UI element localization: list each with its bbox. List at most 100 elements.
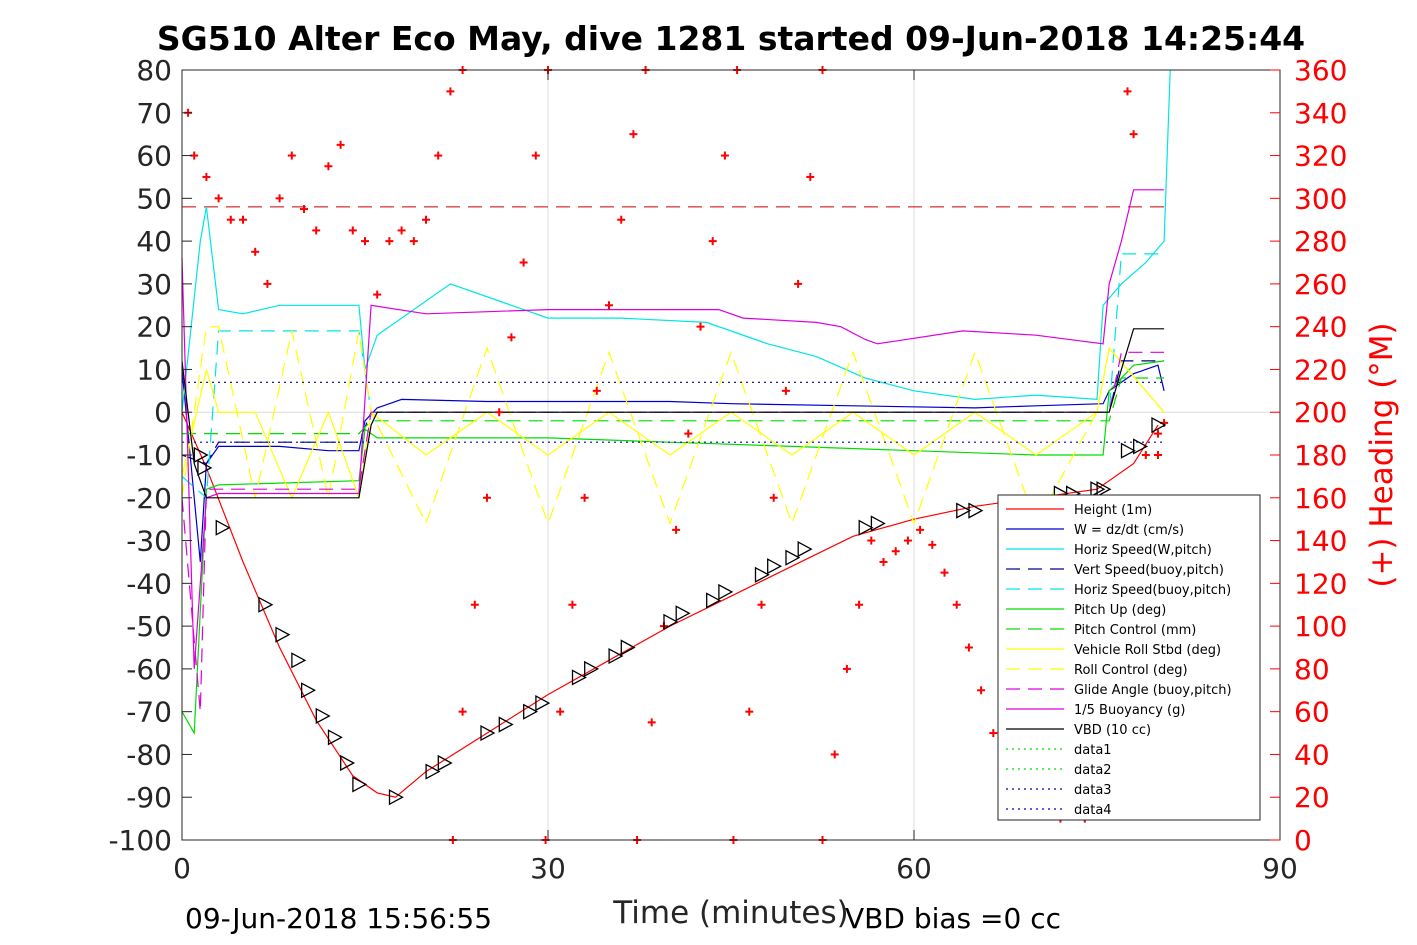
y-tick-label: 0: [154, 396, 172, 429]
y-right-tick-label: 120: [1294, 567, 1347, 600]
heading-point: [769, 493, 778, 502]
legend-label: Height (1m): [1074, 503, 1152, 518]
heading-point: [531, 151, 540, 160]
y-right-tick-label: 340: [1294, 97, 1347, 130]
depth-marker: [797, 541, 813, 558]
footer-timestamp: 09-Jun-2018 15:56:55: [185, 902, 492, 935]
heading-point: [708, 237, 717, 246]
heading-point: [617, 215, 626, 224]
depth-marker: [858, 519, 874, 536]
heading-point: [672, 525, 681, 534]
heading-point: [1123, 87, 1132, 96]
heading-point: [324, 162, 333, 171]
depth-marker: [498, 716, 514, 733]
heading-point: [446, 87, 455, 96]
legend-label: Pitch Control (mm): [1074, 623, 1196, 638]
depth-marker: [315, 707, 331, 725]
y-right-tick-label: 300: [1294, 182, 1347, 215]
depth-marker: [437, 754, 453, 772]
heading-point: [684, 429, 693, 438]
heading-point: [251, 247, 260, 256]
y-tick-label: 30: [136, 268, 172, 301]
series-line-7: [181, 346, 1165, 500]
heading-point: [830, 750, 839, 759]
heading-point: [879, 557, 888, 566]
heading-point: [556, 707, 565, 716]
heading-point: [592, 386, 601, 395]
chart-title: SG510 Alter Eco May, dive 1281 started 0…: [157, 19, 1305, 58]
heading-point: [422, 215, 430, 224]
y-tick-label: 10: [136, 353, 172, 386]
y-right-tick-label: 320: [1294, 140, 1347, 173]
heading-point: [928, 540, 937, 549]
legend-label: data4: [1074, 803, 1112, 818]
heading-point: [977, 686, 986, 695]
legend-label: Pitch Up (deg): [1074, 603, 1166, 618]
y-right-tick-label: 280: [1294, 225, 1347, 258]
y-tick-label: -100: [108, 824, 172, 857]
heading-point: [226, 215, 235, 224]
depth-marker: [1151, 416, 1167, 434]
y-tick-label: -70: [126, 696, 172, 729]
legend-label: data1: [1074, 743, 1112, 758]
heading-point: [397, 226, 406, 235]
heading-point: [336, 140, 345, 149]
y-tick-label: -60: [126, 653, 172, 686]
heading-point: [867, 536, 876, 545]
depth-marker: [388, 789, 404, 806]
heading-point: [757, 600, 766, 609]
depth-marker: [215, 519, 231, 536]
heading-point: [720, 151, 729, 160]
heading-point: [696, 322, 705, 331]
heading-point: [312, 226, 321, 235]
heading-point: [580, 493, 589, 502]
y-tick-label: -90: [126, 781, 172, 814]
legend-label: W = dz/dt (cm/s): [1074, 523, 1184, 538]
heading-point: [239, 215, 247, 224]
x-tick-label: 90: [1262, 852, 1298, 885]
heading-point: [745, 707, 754, 716]
series-line-1: [181, 364, 1165, 562]
depth-marker: [275, 626, 291, 643]
x-axis-label: Time (minutes): [612, 895, 848, 931]
series-line-2: [181, 69, 1171, 413]
depth-markers: [193, 416, 1167, 806]
heading-point: [781, 386, 790, 395]
heading-point: [605, 301, 613, 310]
y-right-tick-label: 40: [1294, 738, 1330, 771]
heading-point: [629, 130, 638, 139]
depth-marker: [535, 695, 551, 712]
legend-label: Vehicle Roll Stbd (deg): [1074, 643, 1221, 658]
legend-label: Horiz Speed(buoy,pitch): [1074, 583, 1231, 598]
heading-point: [1154, 429, 1162, 438]
heading-point: [373, 290, 382, 299]
depth-marker: [870, 515, 886, 532]
heading-point: [287, 151, 296, 160]
heading-point: [1141, 451, 1150, 459]
y-tick-label: -20: [126, 482, 172, 515]
legend-label: data3: [1074, 783, 1112, 798]
depth-marker: [675, 605, 691, 622]
series-layer: [181, 69, 1171, 798]
right-axis-label: (+) Heading (°M): [1364, 322, 1400, 587]
x-tick-label: 0: [173, 852, 191, 885]
y-right-tick-label: 100: [1294, 610, 1347, 643]
heading-point: [842, 664, 851, 673]
depth-marker: [480, 724, 496, 742]
y-right-tick-label: 140: [1294, 525, 1347, 558]
y-right-tick-label: 220: [1294, 353, 1347, 386]
depth-marker: [1133, 438, 1149, 455]
legend-label: Horiz Speed(W,pitch): [1074, 543, 1212, 558]
heading-point: [647, 718, 656, 727]
heading-point: [275, 194, 284, 203]
heading-point: [495, 408, 504, 417]
heading-point: [940, 568, 949, 577]
heading-point: [855, 600, 864, 609]
depth-marker: [571, 669, 587, 686]
depth-marker: [1120, 442, 1136, 459]
depth-marker: [584, 660, 600, 677]
y-right-tick-label: 200: [1294, 396, 1347, 429]
axes: 0 30 60 9080706050403020100-10-20-30-40-50-…: [108, 54, 1347, 885]
heading-point: [989, 729, 998, 738]
